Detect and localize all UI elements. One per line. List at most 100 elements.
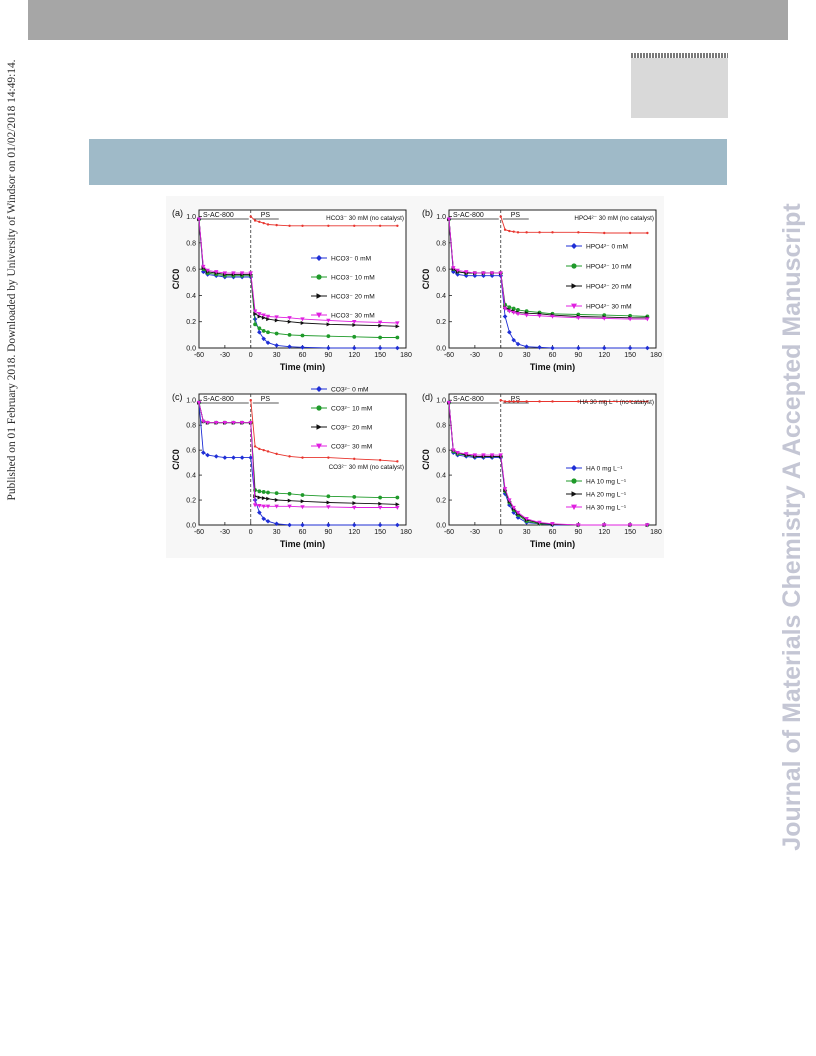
data-point xyxy=(248,420,253,425)
accepted-manuscript-watermark: Journal of Materials Chemistry A Accepte… xyxy=(778,203,806,851)
phase-label-ps: PS xyxy=(511,212,521,219)
data-point xyxy=(262,448,265,452)
plot-frame xyxy=(198,209,407,349)
data-point xyxy=(507,309,512,314)
y-tick-label: 1.0 xyxy=(186,398,196,405)
legend-marker xyxy=(571,263,577,269)
y-axis-label: C/C0 xyxy=(421,269,431,290)
legend-label: HPO4²⁻ 10 mM xyxy=(586,264,632,271)
data-point xyxy=(266,317,271,322)
data-point xyxy=(395,321,400,326)
data-point xyxy=(258,220,261,224)
data-point xyxy=(508,400,511,403)
data-point xyxy=(253,445,257,448)
data-point xyxy=(326,345,331,351)
data-point xyxy=(288,224,291,227)
y-axis-label: C/C0 xyxy=(421,449,431,470)
data-point xyxy=(214,270,219,275)
legend-label: HPO4²⁻ 30 mM xyxy=(586,304,632,311)
y-tick-label: 0.0 xyxy=(436,523,446,530)
data-point xyxy=(503,400,507,403)
data-point xyxy=(274,504,279,509)
data-point xyxy=(628,231,632,235)
y-tick-label: 0.6 xyxy=(186,448,196,455)
data-point xyxy=(196,217,202,222)
data-point xyxy=(502,306,508,311)
data-point xyxy=(275,223,278,227)
data-point xyxy=(262,221,265,225)
data-point xyxy=(249,215,252,218)
data-point xyxy=(248,455,254,460)
data-point xyxy=(538,231,541,234)
legend-label: CO3²⁻ 20 mM xyxy=(331,425,372,432)
plot-frame xyxy=(448,209,657,349)
legend-label: HCO3⁻ 0 mM xyxy=(331,256,371,263)
x-tick-label: 150 xyxy=(374,352,386,359)
y-tick-label: 0.6 xyxy=(436,267,446,274)
y-tick-label: 0.8 xyxy=(186,423,196,430)
legend-label: CO3²⁻ 0 mM xyxy=(331,387,369,394)
legend-label: HA 10 mg L⁻¹ xyxy=(586,479,627,486)
x-tick-label: 60 xyxy=(299,352,307,359)
legend-marker xyxy=(316,274,322,280)
legend-marker xyxy=(316,443,322,449)
data-point xyxy=(377,320,383,325)
x-tick-label: 90 xyxy=(574,529,582,536)
phase-label-adsorption: S-AC-800 xyxy=(203,212,234,219)
legend-marker xyxy=(571,504,577,510)
data-point xyxy=(300,345,305,350)
data-point xyxy=(511,306,516,311)
legend-marker xyxy=(316,312,322,318)
data-point xyxy=(602,523,607,528)
data-point xyxy=(261,516,266,522)
x-tick-label: 0 xyxy=(249,352,253,359)
data-point xyxy=(257,312,262,317)
x-tick-label: 30 xyxy=(523,352,531,359)
data-point xyxy=(300,505,305,510)
data-point xyxy=(287,319,292,324)
y-axis-label: C/C0 xyxy=(171,269,181,290)
y-tick-label: 0.2 xyxy=(436,319,446,326)
y-tick-label: 0.2 xyxy=(186,498,196,505)
x-tick-label: 180 xyxy=(400,529,412,536)
data-point xyxy=(201,419,206,424)
data-point xyxy=(524,344,529,349)
data-point xyxy=(287,498,292,503)
data-point xyxy=(261,329,266,333)
figure-4-panels: -60 -30 0 30 60 90 120 150 180 0.0 0.2 0.4 0.6 0.8 1.0… xyxy=(166,196,664,558)
legend-label: HA 20 mg L⁻¹ xyxy=(586,492,627,499)
y-tick-label: 0.4 xyxy=(186,293,196,300)
data-point xyxy=(326,334,331,339)
x-tick-label: 120 xyxy=(348,352,360,359)
y-axis-label: C/C0 xyxy=(171,449,181,470)
no-catalyst-label: HA 30 mg L⁻¹ (no catalyst) xyxy=(580,399,654,406)
data-point xyxy=(261,490,266,494)
data-point xyxy=(287,344,292,349)
y-tick-label: 0.0 xyxy=(186,346,196,353)
data-point xyxy=(231,420,236,425)
y-tick-label: 0.0 xyxy=(186,523,196,530)
data-point xyxy=(645,317,650,322)
y-tick-label: 0.8 xyxy=(436,423,446,430)
data-point xyxy=(451,448,456,453)
data-point xyxy=(511,505,516,510)
data-point xyxy=(378,335,383,340)
data-point xyxy=(511,310,516,315)
no-catalyst-label: CO3²⁻ 30 mM (no catalyst) xyxy=(329,464,404,471)
data-point xyxy=(395,502,400,507)
x-tick-label: 90 xyxy=(574,352,582,359)
x-tick-label: 0 xyxy=(249,529,253,536)
data-point xyxy=(502,487,508,492)
data-point xyxy=(353,224,356,227)
legend-marker xyxy=(571,283,577,289)
data-point xyxy=(274,521,279,527)
phase-label-adsorption: S-AC-800 xyxy=(203,396,234,403)
x-tick-label: -30 xyxy=(220,529,230,536)
data-point xyxy=(248,271,253,276)
data-point xyxy=(274,331,279,336)
data-point xyxy=(352,505,357,510)
y-tick-label: 0.4 xyxy=(436,473,446,480)
x-tick-label: 60 xyxy=(549,352,557,359)
y-tick-label: 1.0 xyxy=(436,398,446,405)
no-catalyst-label: HCO3⁻ 30 mM (no catalyst) xyxy=(326,215,404,222)
